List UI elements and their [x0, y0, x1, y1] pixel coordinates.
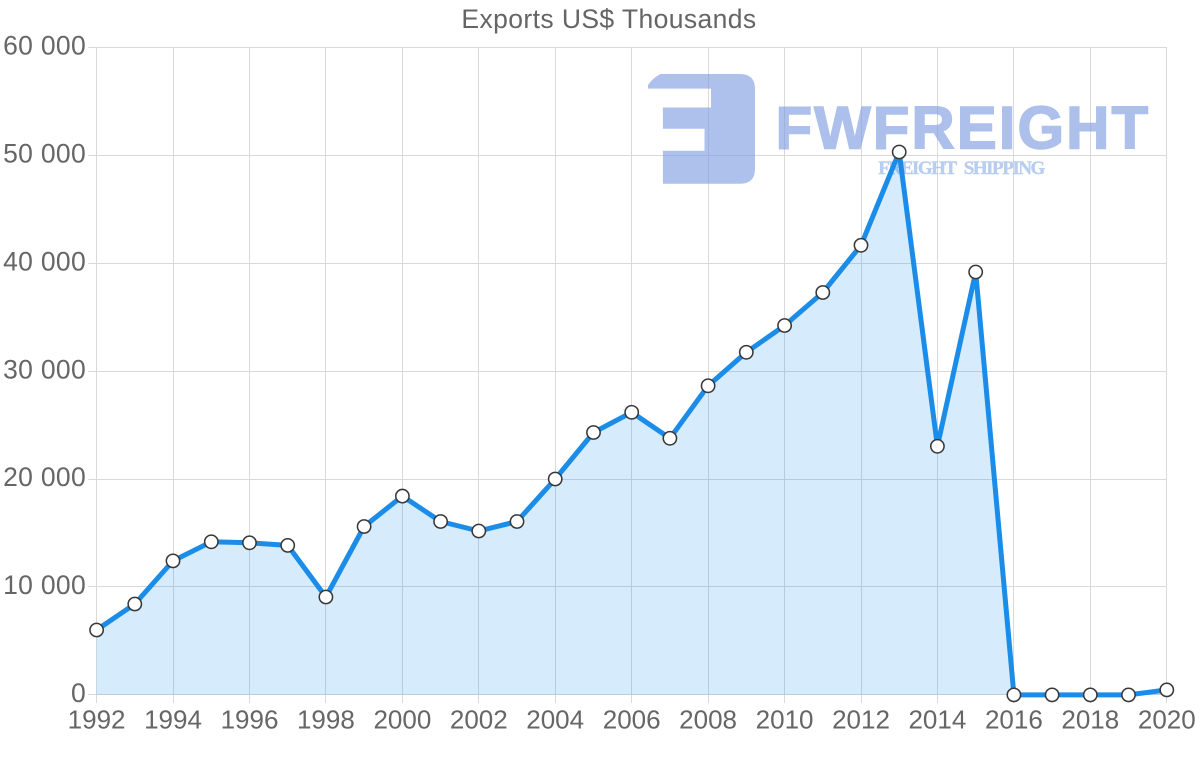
svg-text:2018: 2018	[1061, 705, 1119, 735]
svg-text:2004: 2004	[526, 705, 584, 735]
svg-text:Exports US$ Thousands: Exports US$ Thousands	[461, 4, 756, 34]
svg-text:FREIGHT SHIPPING: FREIGHT SHIPPING	[878, 158, 1045, 179]
svg-text:1994: 1994	[144, 705, 202, 735]
svg-text:2000: 2000	[373, 705, 431, 735]
svg-text:30 000: 30 000	[3, 354, 86, 384]
svg-text:2014: 2014	[908, 705, 966, 735]
svg-text:2020: 2020	[1138, 705, 1196, 735]
svg-text:50 000: 50 000	[3, 138, 86, 168]
svg-text:20 000: 20 000	[3, 462, 86, 492]
svg-text:2012: 2012	[832, 705, 890, 735]
svg-text:0: 0	[71, 678, 86, 708]
svg-text:2016: 2016	[985, 705, 1043, 735]
svg-text:FWFREIGHT: FWFREIGHT	[776, 95, 1150, 162]
svg-text:2006: 2006	[603, 705, 661, 735]
svg-text:2002: 2002	[450, 705, 508, 735]
svg-text:2008: 2008	[679, 705, 737, 735]
svg-text:1992: 1992	[68, 705, 126, 735]
svg-text:2010: 2010	[756, 705, 814, 735]
svg-text:40 000: 40 000	[3, 246, 86, 276]
svg-text:1998: 1998	[297, 705, 355, 735]
svg-text:60 000: 60 000	[3, 31, 86, 61]
svg-text:1996: 1996	[221, 705, 279, 735]
svg-text:10 000: 10 000	[3, 570, 86, 600]
